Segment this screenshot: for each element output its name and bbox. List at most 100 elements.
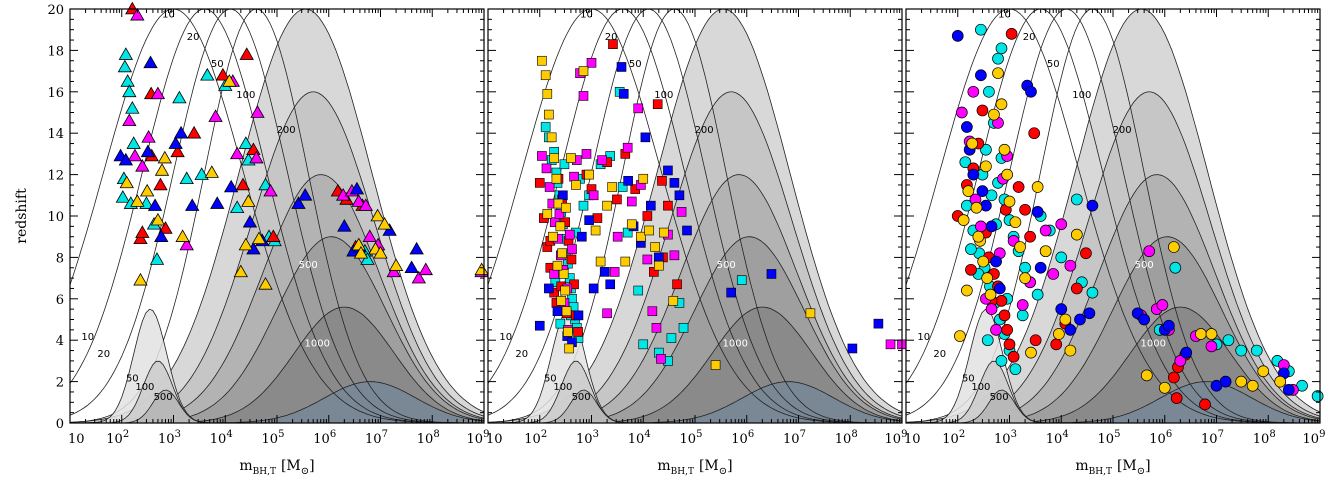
data-point [1050,338,1063,351]
contour-label: 10 [499,332,512,343]
contour-label: 500 [154,392,173,403]
data-point [552,260,563,271]
data-point [666,333,677,343]
contour-label: 100 [1072,90,1091,101]
data-point [649,267,659,277]
data-point [233,264,249,278]
contour-band [488,381,902,423]
contour-label: 50 [962,374,975,385]
contour-label: 200 [695,125,714,136]
data-point [965,263,977,276]
data-point [663,165,673,176]
data-point [250,105,265,118]
data-point [618,89,629,99]
contour-label: 1000 [723,338,748,349]
data-point [605,279,616,290]
contour-label: 20 [933,349,946,360]
y-tick-label: 10 [47,210,64,225]
data-point [962,185,975,198]
data-point [544,283,554,294]
data-point [620,256,631,267]
data-point [954,330,966,342]
data-point [130,7,145,21]
data-point [995,98,1008,111]
data-point [1219,375,1232,388]
data-point [373,245,388,259]
data-point [555,221,566,232]
y-tick-label: 0 [56,417,64,432]
y-tick-label: 4 [56,334,64,349]
data-point [995,355,1008,367]
data-point [418,262,433,276]
data-point [873,318,884,329]
data-point [1086,199,1099,212]
data-point [633,103,644,114]
contour-label: 200 [277,125,296,136]
data-point [546,132,557,143]
contour-background [488,9,902,423]
data-point [640,132,651,143]
data-point [985,303,998,315]
data-point [654,260,664,271]
data-point [1031,181,1044,193]
data-point [578,91,589,101]
data-point [970,201,983,214]
data-point [1025,346,1037,359]
data-point [544,182,555,192]
contour-hump [70,389,484,423]
data-point [597,155,607,165]
data-point [563,327,573,337]
contour-label: 100 [236,90,255,101]
data-point [1016,299,1029,311]
contour-label: 50 [211,59,224,70]
data-point [1168,371,1180,384]
data-point [1250,344,1263,357]
data-point [351,237,366,251]
data-point [571,180,581,190]
data-point [251,231,267,245]
data-point [229,146,245,160]
data-point [1162,319,1175,332]
contour-label: 20 [515,349,528,360]
x-tick-label: 109 [1303,429,1326,447]
data-point [584,215,594,225]
data-point [175,229,190,242]
data-point [612,194,622,205]
data-point [672,279,682,290]
data-point [1024,230,1036,243]
data-point [726,287,736,298]
data-point [955,106,968,119]
x-tick-label: 102 [942,429,965,447]
data-point [194,167,209,180]
data-point [200,67,215,81]
data-point [650,242,660,252]
data-point [995,295,1008,307]
data-point [1039,224,1052,237]
contour-label: 500 [717,260,736,271]
data-point [1003,195,1016,208]
data-point [1174,355,1187,367]
contour-band [70,381,484,423]
x-tick-label: 102 [524,429,547,447]
data-point [1156,299,1169,311]
data-point [118,152,134,166]
data-point [642,254,653,265]
data-point [1009,363,1022,376]
data-point [623,176,633,186]
data-point [638,173,649,184]
data-point [663,200,673,211]
y-tick-label: 6 [56,293,64,308]
y-tick-label: 14 [47,127,64,142]
x-tick-label: 107 [783,429,806,447]
data-point [1055,218,1068,231]
data-point [537,55,547,66]
data-point [558,269,569,279]
data-point [995,42,1008,55]
x-tick-label: 10 [904,432,921,447]
contour-label: 10 [998,9,1011,20]
data-point [959,156,972,169]
data-point [1055,251,1068,264]
data-point [229,200,245,213]
data-point [534,320,545,331]
x-axis-title: mBH,T [M⊙] [239,458,314,477]
